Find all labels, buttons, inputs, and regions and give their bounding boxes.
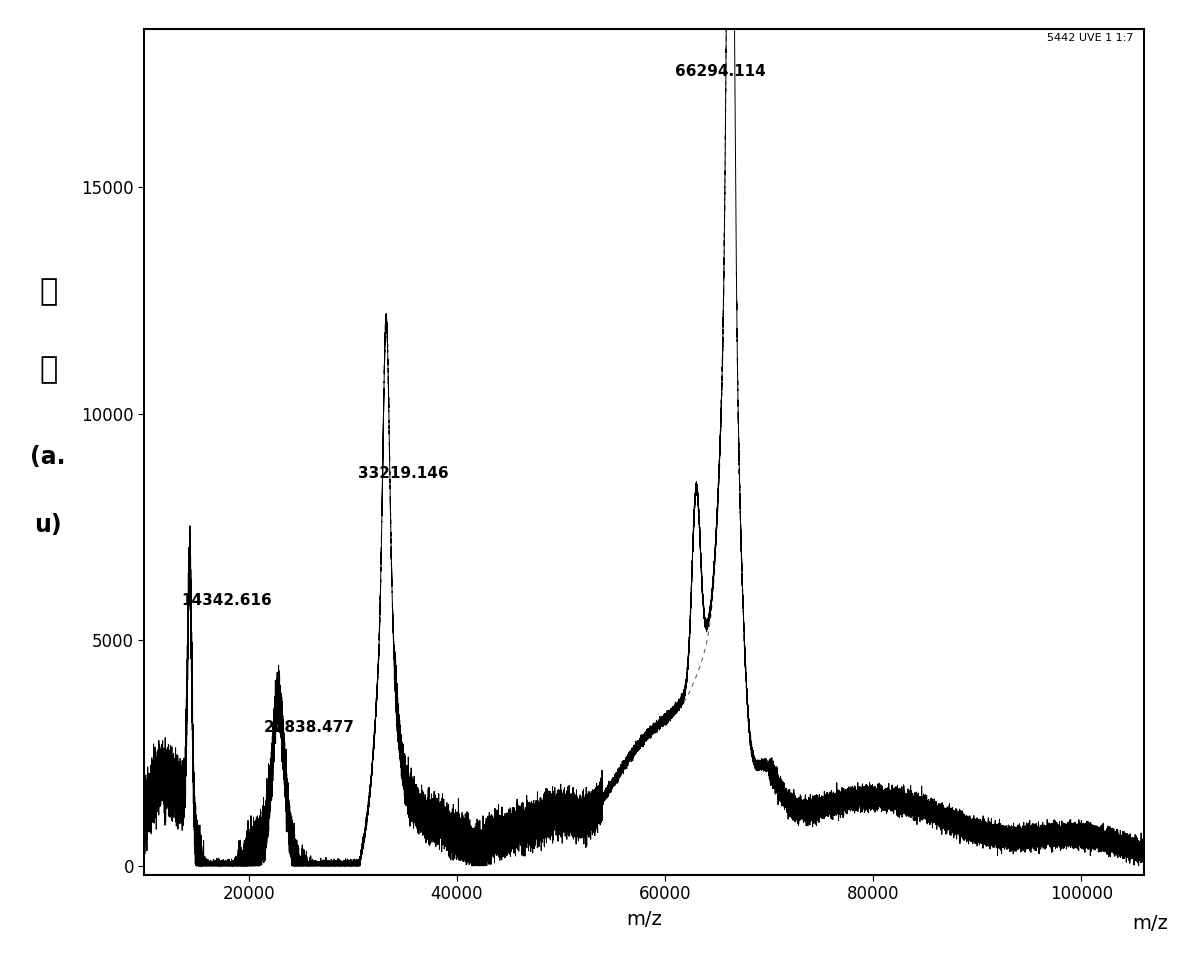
Text: 5442 UVE 1 1:7: 5442 UVE 1 1:7	[1047, 33, 1134, 44]
Text: (a.: (a.	[30, 445, 66, 469]
X-axis label: m/z: m/z	[626, 910, 662, 929]
Text: 强: 强	[39, 277, 58, 306]
Text: 14342.616: 14342.616	[181, 593, 272, 608]
Text: m/z: m/z	[1132, 914, 1168, 933]
Text: 度: 度	[39, 355, 58, 384]
Text: 66294.114: 66294.114	[675, 64, 766, 79]
Text: 22838.477: 22838.477	[264, 719, 355, 735]
Text: u): u)	[35, 513, 61, 537]
Text: 33219.146: 33219.146	[358, 467, 449, 481]
